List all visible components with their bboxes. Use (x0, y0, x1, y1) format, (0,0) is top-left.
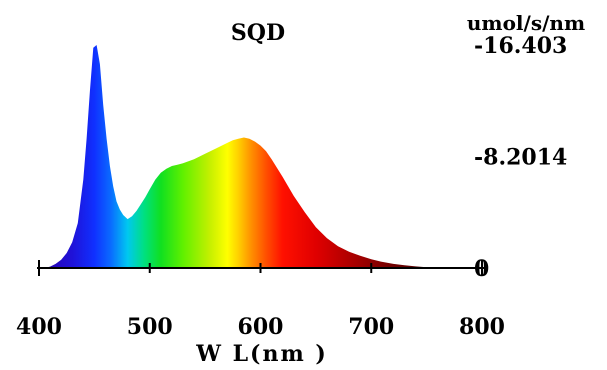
axes-group: 400 500 600 700 800 0 -8.2014 -16.403 (16, 33, 567, 340)
spectrum-area-group (44, 45, 477, 268)
x-axis-label: W L(nm ) (195, 341, 328, 367)
x-tick-label: 700 (348, 314, 394, 340)
x-tick-label: 800 (459, 314, 505, 340)
spectrum-area (44, 45, 477, 268)
y-tick-label: 0 (474, 256, 489, 282)
x-tick-label: 600 (238, 314, 284, 340)
y-unit-label: umol/s/nm (467, 11, 585, 35)
x-tick-label: 500 (127, 314, 173, 340)
y-tick-label: -8.2014 (474, 145, 567, 171)
y-tick-label: -16.403 (474, 33, 567, 59)
chart-title: SQD (231, 20, 285, 46)
x-tick-label: 400 (16, 314, 62, 340)
